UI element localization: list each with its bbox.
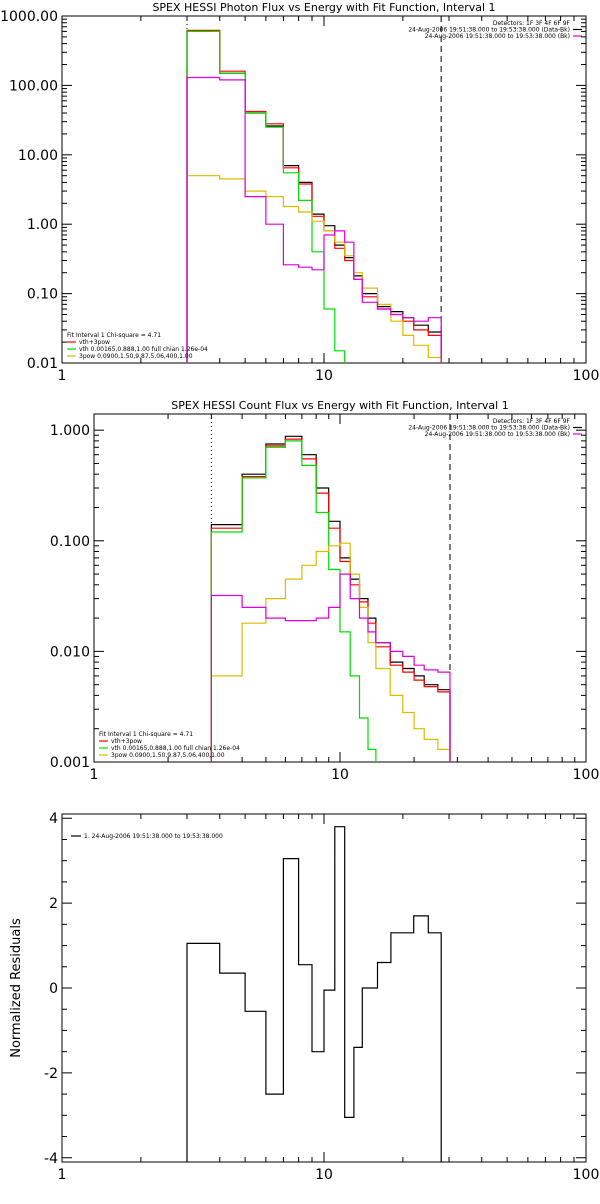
series-group: [210, 435, 451, 762]
legend-right-text: 24-Aug-2006 19:51:38.000 to 19:53:38.000…: [408, 425, 570, 432]
series-vth: [210, 440, 377, 762]
x-tick-label: 1: [90, 767, 99, 783]
legend-left-text: vth 0.00165,0.888,1.00 full chian 1.26e-…: [111, 745, 240, 752]
y-tick-label: 0.010: [50, 644, 90, 660]
series-pow: [210, 542, 451, 762]
y-tick-label: 4: [49, 811, 58, 827]
series-group: [186, 826, 442, 1162]
series-pow: [186, 175, 442, 363]
plot-title: SPEX HESSI Count Flux vs Energy with Fit…: [171, 399, 508, 412]
y-tick-label: 0.100: [50, 534, 90, 550]
y-tick-label: 0.01: [27, 356, 58, 372]
x-tick-label: 100: [573, 1167, 600, 1183]
x-tick-label: 10: [315, 1167, 333, 1183]
series-data: [210, 435, 451, 762]
series-group: [186, 29, 442, 363]
y-tick-label: 0.10: [27, 287, 58, 303]
legend-left-text: Fit Interval 1 Chi-square = 4.71: [67, 332, 161, 339]
legend-left-text: vth 0.00165,0.888,1.00 full chian 1.26e-…: [79, 346, 208, 353]
panel-1: SPEX HESSI Photon Flux vs Energy with Fi…: [0, 1, 600, 384]
y-tick-label: 0.001: [50, 755, 90, 771]
panel-2: SPEX HESSI Count Flux vs Energy with Fit…: [50, 399, 600, 783]
legend-right-text: 24-Aug-2006 19:51:38.000 to 19:53:38.000…: [425, 431, 570, 438]
series-total: [186, 29, 442, 363]
y-tick-label: 1.000: [50, 423, 90, 439]
legend-left-text: 1. 24-Aug-2006 19:51:38.000 to 19:53:38.…: [84, 833, 223, 840]
legend-right-text: 24-Aug-2006 19:51:38.000 to 19:53:38.000…: [408, 27, 570, 34]
series-total: [210, 438, 451, 762]
plot-frame: [61, 813, 587, 1163]
legend-left-text: vth+3pow: [111, 738, 142, 745]
legend-right-text: Detectors: 1F 3F 4F 6F 9F: [493, 418, 571, 425]
legend-left-text: 3pow 0.0900,1.50,9.87,5.06,400,1.00: [111, 752, 225, 759]
series-bk: [210, 573, 451, 762]
panel-3: Normalized Residuals 1 10 100 -4 -2 0 2 4 1. 24-A…: [9, 811, 599, 1183]
series-vth: [186, 30, 346, 363]
y-tick-label: 1.00: [27, 217, 58, 233]
x-tick-label: 10: [331, 767, 349, 783]
plot-frame: [61, 15, 587, 364]
series-bk: [186, 76, 442, 363]
legend-right-text: Detectors: 1F 3F 4F 6F 9F: [493, 20, 571, 27]
x-tick-label: 10: [315, 368, 333, 384]
x-tick-label: 100: [573, 368, 600, 384]
legend-right-text: 24-Aug-2006 19:51:38.000 to 19:53:38.000…: [425, 33, 570, 40]
y-tick-label: 2: [49, 896, 58, 912]
legend-left-text: Fit Interval 1 Chi-square = 4.71: [99, 731, 193, 738]
series-data: [186, 826, 442, 1162]
y-axis-label: Normalized Residuals: [9, 918, 24, 1058]
x-tick-label: 100: [573, 767, 600, 783]
x-tick-label: 1: [58, 1167, 67, 1183]
y-tick-label: 10.00: [18, 148, 58, 164]
legend-left-text: vth+3pow: [79, 339, 110, 346]
y-tick-label: 1000.00: [0, 9, 58, 25]
y-tick-label: 100.00: [9, 78, 58, 94]
x-tick-label: 1: [58, 368, 67, 384]
y-tick-label: 0: [49, 981, 58, 997]
legend-left-text: 3pow 0.0900,1.50,9.87,5.06,400,1.00: [79, 353, 193, 360]
y-tick-label: -4: [44, 1151, 58, 1167]
y-tick-label: -2: [44, 1066, 58, 1082]
plot-title: SPEX HESSI Photon Flux vs Energy with Fi…: [152, 1, 495, 14]
